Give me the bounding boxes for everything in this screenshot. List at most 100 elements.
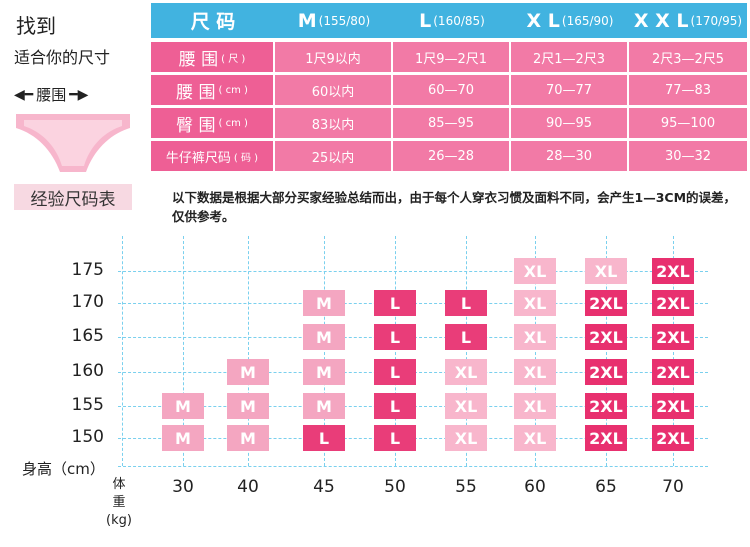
x-tick-label: 40 bbox=[237, 477, 259, 497]
table-cell: 83以内 bbox=[275, 108, 393, 138]
table-cell: 95—100 bbox=[629, 108, 747, 138]
size-marker-l: L bbox=[374, 290, 416, 316]
header-cell: L (160/85) bbox=[419, 9, 485, 32]
y-tick-label: 150 bbox=[71, 427, 104, 447]
x-axis-label: 体 重 (kg) bbox=[106, 477, 132, 528]
size-marker-2xl: 2XL bbox=[652, 258, 694, 284]
size-marker-2xl: 2XL bbox=[585, 359, 627, 385]
size-marker-2xl: 2XL bbox=[585, 393, 627, 419]
size-marker-m: M bbox=[303, 290, 345, 316]
size-marker-xl: XL bbox=[514, 290, 556, 316]
grid-line-horizontal bbox=[118, 466, 708, 467]
table-cell: 1尺9—2尺1 bbox=[393, 42, 511, 72]
size-table-row: 腰 围( cm ) 60以内 60—70 70—77 77—83 bbox=[151, 75, 747, 105]
row-label: 腰 围( 尺 ) bbox=[151, 42, 275, 72]
table-cell: 26—28 bbox=[393, 141, 511, 171]
x-tick-label: 30 bbox=[172, 477, 194, 497]
grid-line-vertical bbox=[466, 236, 467, 466]
size-marker-xl: XL bbox=[445, 359, 487, 385]
size-marker-l: L bbox=[374, 425, 416, 451]
size-table-header: 尺 码 M (155/80) L (160/85) X L (165/90) X X … bbox=[151, 3, 747, 38]
size-marker-m: M bbox=[162, 393, 204, 419]
fit-subtitle: 适合你的尺寸 bbox=[14, 48, 111, 67]
size-marker-xl: XL bbox=[514, 425, 556, 451]
header-cell: X X L (170/95) bbox=[633, 9, 743, 32]
size-marker-xl: XL bbox=[514, 359, 556, 385]
row-unit: ( cm ) bbox=[218, 84, 248, 96]
x-tick-label: 65 bbox=[595, 477, 617, 497]
size-marker-l: L bbox=[445, 324, 487, 350]
chart-title-label: 经验尺码表 bbox=[14, 184, 132, 210]
grid-line-vertical bbox=[183, 236, 184, 466]
size-marker-m: M bbox=[162, 425, 204, 451]
size-marker-2xl: 2XL bbox=[585, 425, 627, 451]
x-tick-label: 70 bbox=[662, 477, 684, 497]
size-marker-m: M bbox=[303, 393, 345, 419]
row-unit: ( 码 ) bbox=[233, 152, 259, 164]
size-table-row: 腰 围( 尺 ) 1尺9以内 1尺9—2尺1 2尺1—2尺3 2尺3—2尺5 bbox=[151, 42, 747, 72]
size-marker-m: M bbox=[303, 359, 345, 385]
arrow-right-icon: ━▶ bbox=[69, 86, 89, 103]
size-marker-2xl: 2XL bbox=[652, 290, 694, 316]
size-marker-l: L bbox=[445, 290, 487, 316]
find-title: 找到 bbox=[16, 14, 56, 38]
y-axis-label: 身高（cm） bbox=[22, 460, 105, 478]
size-marker-m: M bbox=[227, 359, 269, 385]
x-tick-label: 55 bbox=[455, 477, 477, 497]
size-marker-xl: XL bbox=[514, 258, 556, 284]
y-tick-label: 170 bbox=[71, 292, 104, 312]
row-unit: ( 尺 ) bbox=[221, 53, 246, 65]
table-cell: 70—77 bbox=[511, 75, 629, 105]
y-tick-label: 160 bbox=[71, 361, 104, 381]
x-tick-label: 50 bbox=[384, 477, 406, 497]
waist-indicator: ◀━ 腰围 ━▶ bbox=[14, 84, 88, 105]
grid-line-vertical bbox=[535, 236, 536, 466]
table-cell: 30—32 bbox=[629, 141, 747, 171]
table-cell: 28—30 bbox=[511, 141, 629, 171]
grid-line-vertical bbox=[395, 236, 396, 466]
size-marker-m: M bbox=[227, 425, 269, 451]
arrow-left-icon: ◀━ bbox=[14, 86, 34, 103]
size-marker-xl: XL bbox=[514, 324, 556, 350]
row-label-text: 腰 围 bbox=[178, 49, 219, 70]
size-marker-2xl: 2XL bbox=[652, 425, 694, 451]
table-cell: 77—83 bbox=[629, 75, 747, 105]
row-label-text: 牛仔裤尺码 bbox=[165, 150, 231, 166]
size-marker-xl: XL bbox=[445, 393, 487, 419]
y-tick-label: 165 bbox=[71, 326, 104, 346]
disclaimer-note: 以下数据是根据大部分买家经验总结而出，由于每个人穿衣习惯及面料不同，会产生1—3… bbox=[172, 190, 737, 224]
size-marker-2xl: 2XL bbox=[585, 290, 627, 316]
header-cell: 尺 码 bbox=[190, 11, 236, 33]
size-table-row: 臀 围( cm ) 83以内 85—95 90—95 95—100 bbox=[151, 108, 747, 138]
size-marker-xl: XL bbox=[585, 258, 627, 284]
table-cell: 85—95 bbox=[393, 108, 511, 138]
panty-icon bbox=[16, 114, 130, 172]
size-marker-l: L bbox=[374, 359, 416, 385]
grid-line-vertical bbox=[324, 236, 325, 466]
row-label: 牛仔裤尺码( 码 ) bbox=[151, 141, 275, 171]
size-marker-l: L bbox=[303, 425, 345, 451]
grid-line-horizontal bbox=[118, 271, 708, 272]
grid-line-vertical bbox=[673, 236, 674, 466]
size-marker-xl: XL bbox=[445, 425, 487, 451]
size-marker-2xl: 2XL bbox=[585, 324, 627, 350]
row-label: 腰 围( cm ) bbox=[151, 75, 275, 105]
table-cell: 2尺3—2尺5 bbox=[629, 42, 747, 72]
size-marker-2xl: 2XL bbox=[652, 359, 694, 385]
header-cell: M (155/80) bbox=[297, 9, 371, 32]
size-table-row: 牛仔裤尺码( 码 ) 25以内 26—28 28—30 30—32 bbox=[151, 141, 747, 171]
table-cell: 60—70 bbox=[393, 75, 511, 105]
grid-line-vertical bbox=[606, 236, 607, 466]
size-marker-m: M bbox=[303, 324, 345, 350]
grid-line-vertical bbox=[248, 236, 249, 466]
table-cell: 90—95 bbox=[511, 108, 629, 138]
size-marker-2xl: 2XL bbox=[652, 393, 694, 419]
table-cell: 60以内 bbox=[275, 75, 393, 105]
row-label: 臀 围( cm ) bbox=[151, 108, 275, 138]
size-marker-2xl: 2XL bbox=[652, 324, 694, 350]
row-label-text: 腰 围 bbox=[176, 82, 216, 103]
table-cell: 1尺9以内 bbox=[275, 42, 393, 72]
table-cell: 2尺1—2尺3 bbox=[511, 42, 629, 72]
waist-label: 腰围 bbox=[36, 86, 67, 104]
